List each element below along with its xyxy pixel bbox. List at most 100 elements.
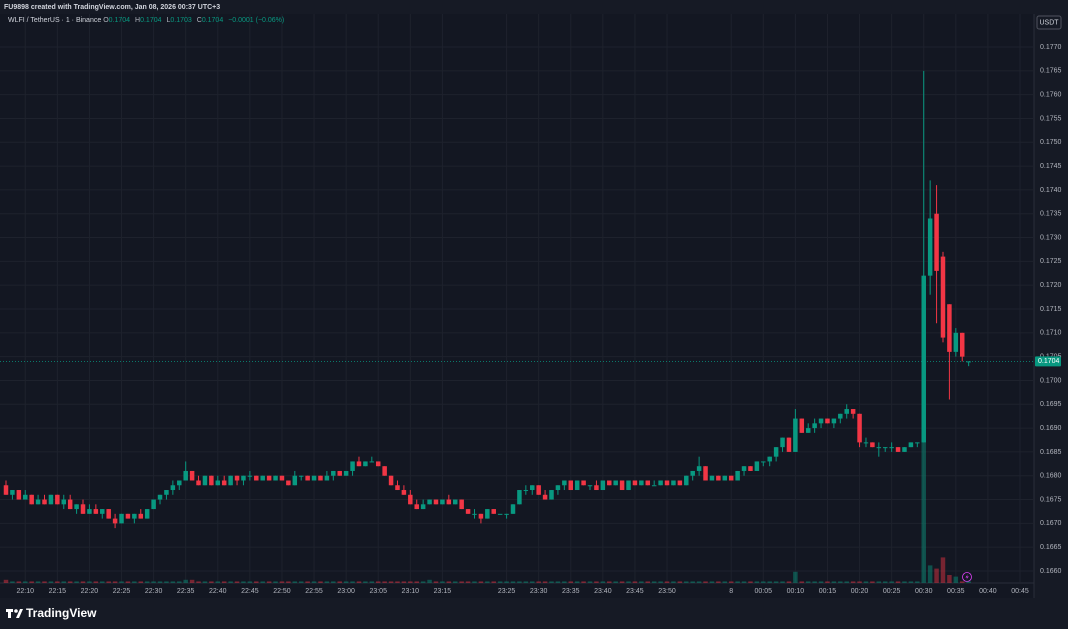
volume-bar — [215, 581, 221, 583]
x-tick-label: 23:35 — [562, 588, 580, 595]
ohlc-key: C — [196, 17, 202, 24]
last-price-box — [1035, 356, 1061, 367]
volume-bar — [427, 579, 432, 583]
x-tick-label: 23:50 — [658, 588, 676, 595]
x-tick-label: 00:05 — [755, 588, 773, 595]
volume-bar — [209, 581, 214, 583]
volume-bar — [831, 581, 837, 583]
candle-body — [35, 499, 41, 505]
x-tick-label: 23:25 — [498, 588, 516, 595]
volume-bar — [356, 581, 362, 583]
volume-bar — [902, 581, 907, 583]
volume-bar — [189, 579, 195, 583]
volume-bar — [748, 581, 753, 583]
candle-body — [805, 428, 811, 433]
candle-body — [870, 442, 875, 448]
y-tick-label: 0.1720 — [1040, 282, 1062, 289]
x-tick-label: 22:50 — [273, 588, 291, 595]
x-tick-label: 23:00 — [337, 588, 355, 595]
candle-body — [812, 423, 817, 429]
ohlc-key: H — [135, 17, 141, 24]
candle-body — [414, 504, 419, 510]
watermark: TradingView — [26, 606, 97, 620]
x-tick-label: 00:40 — [979, 588, 997, 595]
candle-body — [940, 256, 946, 338]
candle-body — [221, 480, 227, 486]
candle-body — [780, 437, 785, 448]
x-tick-label: 22:55 — [305, 588, 323, 595]
x-tick-label: 00:15 — [819, 588, 837, 595]
volume-bar — [555, 581, 561, 583]
volume-bar — [350, 581, 355, 583]
candle-body — [459, 499, 464, 510]
currency: USDT — [1039, 19, 1059, 26]
candle-body — [799, 418, 805, 433]
volume-bar — [67, 581, 73, 583]
x-tick-label: 00:30 — [915, 588, 933, 595]
candle-body — [671, 480, 676, 486]
candle-body — [722, 475, 728, 481]
volume-bar — [870, 581, 875, 583]
x-tick-label: 22:45 — [241, 588, 259, 595]
candle-body — [947, 304, 952, 352]
candle-body — [465, 509, 471, 514]
candle-body — [106, 509, 111, 519]
candle-body — [530, 485, 535, 491]
ohlc-value: 0.1704 — [140, 17, 162, 24]
x-tick-label: 23:15 — [434, 588, 452, 595]
candle-body — [844, 409, 849, 414]
volume-bar — [452, 581, 458, 583]
candle-body — [491, 509, 496, 514]
volume-bar — [23, 581, 28, 583]
candle-body — [934, 213, 939, 271]
volume-bar — [940, 557, 946, 583]
candle-body — [735, 470, 740, 481]
volume-bar — [382, 581, 387, 583]
candle-body — [542, 494, 548, 500]
volume-bar — [915, 581, 920, 583]
candle-body — [478, 513, 484, 519]
icon-bolt — [965, 574, 969, 580]
x-tick-label: 00:25 — [883, 588, 901, 595]
candle-body — [125, 513, 131, 519]
y-tick-label: 0.1670 — [1040, 520, 1062, 527]
volume-bar — [530, 581, 535, 583]
volume-bar — [254, 581, 259, 583]
candle-body — [927, 218, 933, 276]
candle-body — [48, 494, 54, 505]
volume-bar — [337, 581, 342, 583]
candle-body — [318, 475, 323, 481]
candle-body — [882, 447, 888, 449]
volume-bar — [703, 581, 708, 583]
candle-body — [433, 499, 439, 505]
volume-bar — [793, 571, 798, 583]
volume-bar — [459, 581, 464, 583]
volume-bar — [286, 581, 291, 583]
candle-body — [74, 504, 79, 510]
volume-bar — [202, 581, 208, 583]
candle-body — [356, 461, 362, 467]
candle-body — [260, 475, 265, 481]
candle-body — [953, 332, 959, 352]
candle-body — [279, 475, 285, 481]
y-tick-label: 0.1765 — [1040, 68, 1062, 75]
volume-bar — [600, 581, 606, 583]
candle-body — [266, 475, 272, 481]
y-tick-label: 0.1675 — [1040, 496, 1062, 503]
volume-bar — [100, 581, 105, 583]
y-tick-label: 0.1725 — [1040, 258, 1062, 265]
candle-body — [831, 418, 837, 424]
candle-body — [80, 504, 86, 514]
candle-body — [151, 499, 156, 510]
volume-bar — [61, 581, 67, 583]
volume-bar — [639, 581, 644, 583]
candle-body — [67, 499, 73, 510]
candle-body — [728, 475, 734, 481]
volume-bar — [722, 581, 728, 583]
y-tick-label: 0.1770 — [1040, 44, 1062, 51]
volume-bar — [677, 581, 683, 583]
candle-body — [337, 470, 342, 476]
volume-bar — [664, 581, 670, 583]
volume-bar — [177, 581, 182, 583]
